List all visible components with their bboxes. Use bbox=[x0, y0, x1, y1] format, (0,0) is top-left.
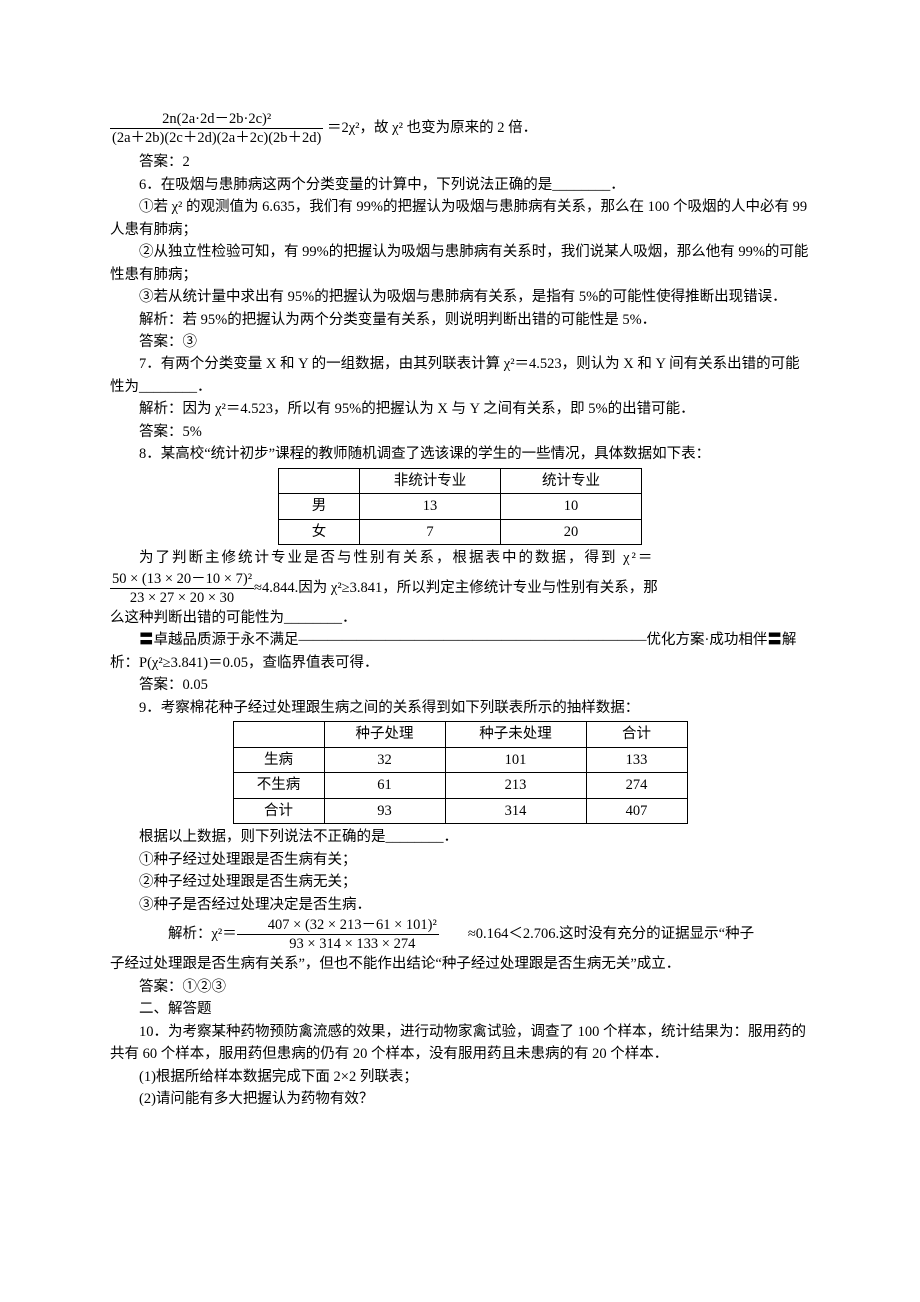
q9-r1c0: 不生病 bbox=[233, 773, 324, 798]
q10-part1: (1)根据所给样本数据完成下面 2×2 列联表； bbox=[110, 1066, 810, 1088]
q10-stem: 10．为考察某种药物预防禽流感的效果，进行动物家禽试验，调查了 100 个样本，… bbox=[110, 1021, 810, 1066]
table-row: 女 7 20 bbox=[279, 519, 642, 544]
q8-mid-pre: 为了判断主修统计专业是否与性别有关系，根据表中的数据，得到 χ²＝ bbox=[139, 550, 654, 566]
q8-mid-line2: 么这种判断出错的可能性为________． bbox=[110, 607, 810, 629]
q9-fraction: 407 × (32 × 213－61 × 101)² 93 × 314 × 13… bbox=[237, 916, 439, 953]
q8-r1c0: 女 bbox=[279, 519, 360, 544]
q9-r2c3: 407 bbox=[586, 798, 687, 823]
q8-r0c0: 男 bbox=[279, 494, 360, 519]
q8-fraction: 50 × (13 × 20－10 × 7)² 23 × 27 × 20 × 30 bbox=[110, 570, 254, 607]
table-row: 生病 32 101 133 bbox=[233, 747, 687, 772]
q8-th-0 bbox=[279, 468, 360, 493]
q7-stem: 7．有两个分类变量 X 和 Y 的一组数据，由其列联表计算 χ²＝4.523，则… bbox=[110, 353, 810, 398]
q9-stem: 9．考察棉花种子经过处理跟生病之间的关系得到如下列联表所示的抽样数据： bbox=[110, 697, 810, 719]
q9-r2c2: 314 bbox=[445, 798, 586, 823]
q6-opt2: ②从独立性检验可知，有 99%的把握认为吸烟与患肺病有关系时，我们说某人吸烟，那… bbox=[110, 241, 810, 286]
q9-r1c2: 213 bbox=[445, 773, 586, 798]
q9-th-1: 种子处理 bbox=[324, 722, 445, 747]
q8-mid-line1: 为了判断主修统计专业是否与性别有关系，根据表中的数据，得到 χ²＝ bbox=[110, 547, 810, 569]
q9-th-0 bbox=[233, 722, 324, 747]
q6-opt3: ③若从统计量中求出有 95%的把握认为吸烟与患肺病有关系，是指有 5%的可能性使… bbox=[110, 286, 810, 308]
table-row: 合计 93 314 407 bbox=[233, 798, 687, 823]
q9-r1c1: 61 bbox=[324, 773, 445, 798]
q9-formula-row: 解析：χ²＝ 407 × (32 × 213－61 × 101)² 93 × 3… bbox=[110, 916, 810, 953]
q6-explanation: 解析：若 95%的把握认为两个分类变量有关系，则说明判断出错的可能性是 5%． bbox=[110, 309, 810, 331]
q9-r2c0: 合计 bbox=[233, 798, 324, 823]
q8-r1c2: 20 bbox=[501, 519, 642, 544]
q8-th-2: 统计专业 bbox=[501, 468, 642, 493]
q9-r0c0: 生病 bbox=[233, 747, 324, 772]
q5-answer: 答案：2 bbox=[110, 151, 810, 173]
q9-th-2: 种子未处理 bbox=[445, 722, 586, 747]
q8-th-1: 非统计专业 bbox=[360, 468, 501, 493]
q9-r0c1: 32 bbox=[324, 747, 445, 772]
q9-opt2: ②种子经过处理跟是否生病无关； bbox=[110, 871, 810, 893]
q10-part2: (2)请问能有多大把握认为药物有效？ bbox=[110, 1088, 810, 1110]
q7-explanation: 解析：因为 χ²＝4.523，所以有 95%的把握认为 X 与 Y 之间有关系，… bbox=[110, 398, 810, 420]
q8-mid-post: ≈4.844.因为 χ²≥3.841，所以判定主修统计专业与性别有关系，那 bbox=[254, 577, 658, 599]
q9-r1c3: 274 bbox=[586, 773, 687, 798]
q9-r0c3: 133 bbox=[586, 747, 687, 772]
table-row: 男 13 10 bbox=[279, 494, 642, 519]
q9-r2c1: 93 bbox=[324, 798, 445, 823]
q9-r0c2: 101 bbox=[445, 747, 586, 772]
q9-frac-den: 93 × 314 × 133 × 274 bbox=[237, 935, 439, 953]
q8-table: 非统计专业 统计专业 男 13 10 女 7 20 bbox=[278, 468, 642, 545]
q6-stem: 6．在吸烟与患肺病这两个分类变量的计算中，下列说法正确的是________． bbox=[110, 174, 810, 196]
table-row: 非统计专业 统计专业 bbox=[279, 468, 642, 493]
q8-answer: 答案：0.05 bbox=[110, 674, 810, 696]
q9-answer: 答案：①②③ bbox=[110, 976, 810, 998]
q8-slogan-exp: 〓卓越品质源于永不满足————————————————————————优化方案·… bbox=[110, 629, 810, 674]
q9-exp2: 子经过处理跟是否生病有关系”，但也不能作出结论“种子经过处理跟是否生病无关”成立… bbox=[110, 953, 810, 975]
q8-r1c1: 7 bbox=[360, 519, 501, 544]
q9-opt1: ①种子经过处理跟是否生病有关； bbox=[110, 849, 810, 871]
q5-formula: 2n(2a·2d－2b·2c)² (2a＋2b)(2c＋2d)(2a＋2c)(2… bbox=[110, 110, 810, 147]
table-row: 种子处理 种子未处理 合计 bbox=[233, 722, 687, 747]
q9-exp-post: ≈0.164＜2.706.这时没有充分的证据显示“种子 bbox=[439, 923, 754, 945]
q9-frac-num: 407 × (32 × 213－61 × 101)² bbox=[237, 916, 439, 935]
q8-r0c2: 10 bbox=[501, 494, 642, 519]
q8-frac-num: 50 × (13 × 20－10 × 7)² bbox=[110, 570, 254, 589]
q8-r0c1: 13 bbox=[360, 494, 501, 519]
q9-after: 根据以上数据，则下列说法不正确的是________． bbox=[110, 826, 810, 848]
q5-frac-num: 2n(2a·2d－2b·2c)² bbox=[110, 110, 323, 129]
q6-answer: 答案：③ bbox=[110, 331, 810, 353]
q8-formula-row: 50 × (13 × 20－10 × 7)² 23 × 27 × 20 × 30… bbox=[110, 570, 810, 607]
table-row: 不生病 61 213 274 bbox=[233, 773, 687, 798]
q5-frac-den: (2a＋2b)(2c＋2d)(2a＋2c)(2b＋2d) bbox=[110, 129, 323, 147]
q9-th-3: 合计 bbox=[586, 722, 687, 747]
q9-opt3: ③种子是否经过处理决定是否生病． bbox=[110, 894, 810, 916]
q8-stem: 8．某高校“统计初步”课程的教师随机调查了选该课的学生的一些情况，具体数据如下表… bbox=[110, 443, 810, 465]
q9-exp-pre: 解析：χ²＝ bbox=[110, 923, 237, 945]
q8-frac-den: 23 × 27 × 20 × 30 bbox=[110, 589, 254, 607]
section-2-heading: 二、解答题 bbox=[110, 998, 810, 1020]
q5-fraction: 2n(2a·2d－2b·2c)² (2a＋2b)(2c＋2d)(2a＋2c)(2… bbox=[110, 110, 323, 147]
q9-table: 种子处理 种子未处理 合计 生病 32 101 133 不生病 61 213 2… bbox=[233, 721, 688, 824]
q6-opt1: ①若 χ² 的观测值为 6.635，我们有 99%的把握认为吸烟与患肺病有关系，… bbox=[110, 196, 810, 241]
q5-formula-tail: ＝2χ²，故 χ² 也变为原来的 2 倍． bbox=[327, 120, 537, 136]
document-page: 2n(2a·2d－2b·2c)² (2a＋2b)(2c＋2d)(2a＋2c)(2… bbox=[0, 0, 920, 1191]
q7-answer: 答案：5% bbox=[110, 421, 810, 443]
